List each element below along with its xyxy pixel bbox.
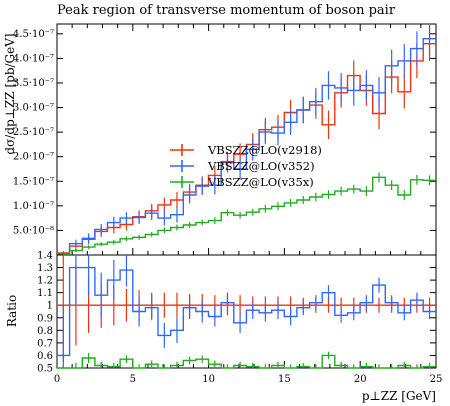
x-tick-label: 0 (54, 374, 60, 385)
ratio-y-tick-label: 1 (47, 301, 53, 312)
ratio-y-tick-label: 0.8 (37, 326, 53, 337)
legend-label: VBSZZ@LO(v2918) (207, 143, 322, 157)
ratio-y-tick-label: 1.2 (37, 276, 53, 287)
ratio-y-tick-label: 1.1 (37, 288, 53, 299)
main-y-tick-label: 4.0·10⁻⁷ (13, 53, 54, 64)
ratio-y-tick-label: 1.4 (37, 251, 53, 262)
ratio-y-tick-label: 0.6 (37, 351, 53, 362)
main-y-tick-label: 1.0·10⁻⁷ (13, 201, 54, 212)
series-line (57, 266, 436, 357)
legend-label: VBSZZ@LO(v35x) (207, 175, 314, 189)
legend-item: VBSZZ@LO(v352) (170, 159, 315, 173)
main-y-tick-label: 2.5·10⁻⁷ (13, 127, 54, 138)
x-tick-label: 15 (278, 374, 291, 385)
main-y-tick-label: 2.0·10⁻⁷ (13, 152, 54, 163)
legend-item: VBSZZ@LO(v35x) (170, 175, 314, 189)
ratio-y-tick-label: 0.7 (37, 338, 53, 349)
x-tick-label: 5 (130, 374, 136, 385)
x-tick-label: 25 (430, 374, 443, 385)
main-y-tick-label: 1.5·10⁻⁷ (13, 176, 54, 187)
main-y-tick-label: 3.5·10⁻⁷ (13, 78, 54, 89)
main-y-tick-label: 3.0·10⁻⁷ (13, 103, 54, 114)
series-1 (57, 24, 436, 255)
x-tick-label: 10 (202, 374, 215, 385)
main-y-axis-label: dσ/dp⊥ZZ [pb/GeV] (3, 33, 17, 154)
series-2 (57, 172, 436, 255)
main-y-tick-label: 4.5·10⁻⁷ (13, 29, 54, 40)
legend-item: VBSZZ@LO(v2918) (170, 143, 322, 157)
ratio-y-tick-label: 0.5 (37, 364, 53, 375)
main-y-tick-label: 5.0·10⁻⁸ (13, 225, 54, 236)
series-2 (57, 351, 436, 369)
series-line (57, 176, 436, 255)
series-1 (57, 255, 436, 368)
chart-title: Peak region of transverse momentum of bo… (57, 3, 396, 18)
x-tick-label: 20 (354, 374, 367, 385)
ratio-y-tick-label: 1.3 (37, 263, 53, 274)
legend-label: VBSZZ@LO(v352) (207, 159, 315, 173)
x-axis-label: p⊥ZZ [GeV] (362, 389, 436, 403)
ratio-y-tick-label: 0.9 (37, 313, 53, 324)
ratio-plot-frame (56, 254, 437, 369)
series-line (57, 38, 436, 255)
ratio-y-axis-label: Ratio (5, 295, 19, 327)
